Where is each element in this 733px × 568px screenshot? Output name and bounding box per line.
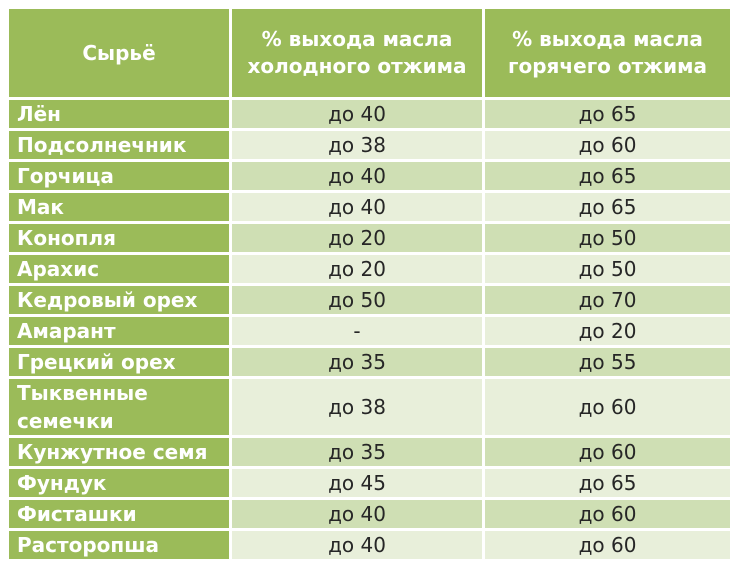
table-row: Арахис до 20 до 50 — [9, 255, 730, 283]
table-row: Подсолнечник до 38 до 60 — [9, 131, 730, 159]
table-row: Лён до 40 до 65 — [9, 100, 730, 128]
row-name: Грецкий орех — [9, 348, 229, 376]
header-raw-material: Сырьё — [9, 9, 229, 97]
cold-yield-cell: до 38 — [232, 379, 482, 435]
oil-yield-table-container: Сырьё % выхода масла холодного отжима % … — [6, 6, 730, 562]
hot-yield-cell: до 60 — [485, 131, 730, 159]
row-name: Подсолнечник — [9, 131, 229, 159]
table-row: Конопля до 20 до 50 — [9, 224, 730, 252]
table-row: Грецкий орех до 35 до 55 — [9, 348, 730, 376]
hot-yield-cell: до 50 — [485, 224, 730, 252]
row-name: Амарант — [9, 317, 229, 345]
row-name: Расторопша — [9, 531, 229, 559]
hot-yield-cell: до 50 — [485, 255, 730, 283]
hot-yield-cell: до 60 — [485, 438, 730, 466]
table-row: Мак до 40 до 65 — [9, 193, 730, 221]
table-row: Кедровый орех до 50 до 70 — [9, 286, 730, 314]
table-row: Фундук до 45 до 65 — [9, 469, 730, 497]
row-name: Кедровый орех — [9, 286, 229, 314]
cold-yield-cell: до 20 — [232, 255, 482, 283]
cold-yield-cell: до 50 — [232, 286, 482, 314]
cold-yield-cell: до 40 — [232, 193, 482, 221]
row-name: Фундук — [9, 469, 229, 497]
cold-yield-cell: до 35 — [232, 438, 482, 466]
cold-yield-cell: до 20 — [232, 224, 482, 252]
cold-yield-cell: до 40 — [232, 100, 482, 128]
row-name: Кунжутное семя — [9, 438, 229, 466]
table-row: Амарант - до 20 — [9, 317, 730, 345]
cold-yield-cell: до 40 — [232, 500, 482, 528]
cold-yield-cell: до 38 — [232, 131, 482, 159]
table-row: Фисташки до 40 до 60 — [9, 500, 730, 528]
row-name: Мак — [9, 193, 229, 221]
row-name: Горчица — [9, 162, 229, 190]
hot-yield-cell: до 60 — [485, 531, 730, 559]
row-name: Фисташки — [9, 500, 229, 528]
hot-yield-cell: до 65 — [485, 193, 730, 221]
table-row: Тыквенные семечки до 38 до 60 — [9, 379, 730, 435]
hot-yield-cell: до 70 — [485, 286, 730, 314]
hot-yield-cell: до 65 — [485, 469, 730, 497]
hot-yield-cell: до 20 — [485, 317, 730, 345]
row-name: Конопля — [9, 224, 229, 252]
row-name: Лён — [9, 100, 229, 128]
hot-yield-cell: до 60 — [485, 500, 730, 528]
cold-yield-cell: до 40 — [232, 162, 482, 190]
table-row: Кунжутное семя до 35 до 60 — [9, 438, 730, 466]
table-row: Расторопша до 40 до 60 — [9, 531, 730, 559]
cold-yield-cell: до 35 — [232, 348, 482, 376]
hot-yield-cell: до 55 — [485, 348, 730, 376]
oil-yield-table: Сырьё % выхода масла холодного отжима % … — [6, 6, 733, 562]
row-name: Арахис — [9, 255, 229, 283]
cold-yield-cell: до 45 — [232, 469, 482, 497]
header-hot-press-yield: % выхода масла горячего отжима — [485, 9, 730, 97]
row-name: Тыквенные семечки — [9, 379, 229, 435]
cold-yield-cell: до 40 — [232, 531, 482, 559]
header-cold-press-yield: % выхода масла холодного отжима — [232, 9, 482, 97]
hot-yield-cell: до 65 — [485, 162, 730, 190]
cold-yield-cell: - — [232, 317, 482, 345]
hot-yield-cell: до 65 — [485, 100, 730, 128]
table-row: Горчица до 40 до 65 — [9, 162, 730, 190]
hot-yield-cell: до 60 — [485, 379, 730, 435]
header-row: Сырьё % выхода масла холодного отжима % … — [9, 9, 730, 97]
